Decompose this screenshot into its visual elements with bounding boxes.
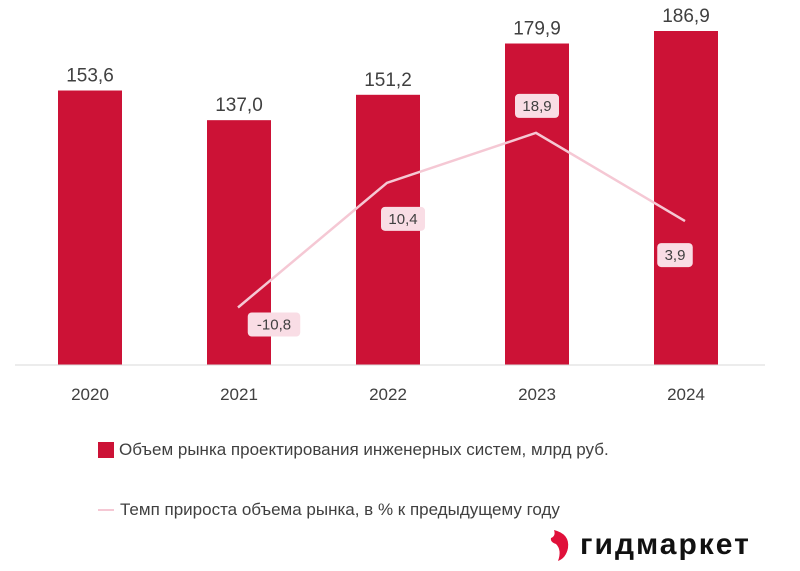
legend-swatch-line — [98, 509, 114, 511]
x-tick-2021: 2021 — [220, 385, 258, 404]
logo-mark-icon — [550, 530, 569, 561]
bar-label-2020: 153,6 — [66, 66, 114, 87]
logo: гидмаркет — [548, 528, 751, 562]
line-label-box-2021 — [247, 312, 301, 337]
bar-label-2022: 151,2 — [364, 70, 412, 91]
line-label-box-2022 — [381, 206, 425, 231]
line-label-2022: 10,4 — [388, 211, 417, 228]
x-tick-2020: 2020 — [71, 385, 109, 404]
legend-swatch-bar — [98, 442, 114, 458]
line-label-2021: -10,8 — [257, 317, 291, 334]
x-tick-2022: 2022 — [369, 385, 407, 404]
growth-line — [237, 131, 686, 309]
x-tick-2023: 2023 — [518, 385, 556, 404]
legend-label-line: Темп прироста объема рынка, в % к предыд… — [120, 500, 560, 519]
x-tick-2024: 2024 — [667, 385, 705, 404]
combo-chart: 153,6 2020 137,0 2021 151,2 2022 179,9 2023 186,… — [15, 6, 765, 404]
line-label-2024: 3,9 — [665, 247, 686, 264]
legend-item-bar: Объем рынка проектирования инженерных си… — [98, 440, 609, 460]
bar-2020 — [58, 90, 122, 366]
line-label-box-2024 — [657, 243, 693, 268]
bar-label-2024: 186,9 — [662, 6, 710, 27]
bar-2023 — [505, 43, 569, 365]
bar-2024 — [654, 31, 718, 365]
line-label-box-2023 — [515, 93, 559, 118]
line-label-2023: 18,9 — [522, 98, 551, 115]
bar-label-2023: 179,9 — [513, 19, 561, 40]
legend-label-bar: Объем рынка проектирования инженерных си… — [119, 440, 609, 459]
logo-text: гидмаркет — [580, 528, 751, 561]
bar-label-2021: 137,0 — [215, 95, 263, 116]
legend-item-line: Темп прироста объема рынка, в % к предыд… — [98, 500, 560, 520]
